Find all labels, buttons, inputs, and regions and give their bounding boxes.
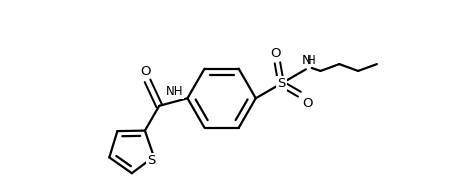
Text: H: H (307, 54, 316, 67)
Text: S: S (277, 77, 285, 90)
Text: NH: NH (166, 85, 184, 98)
Text: O: O (140, 65, 151, 78)
Text: S: S (147, 154, 155, 167)
Text: O: O (302, 97, 313, 110)
Text: N: N (302, 54, 312, 67)
Text: O: O (270, 47, 281, 60)
